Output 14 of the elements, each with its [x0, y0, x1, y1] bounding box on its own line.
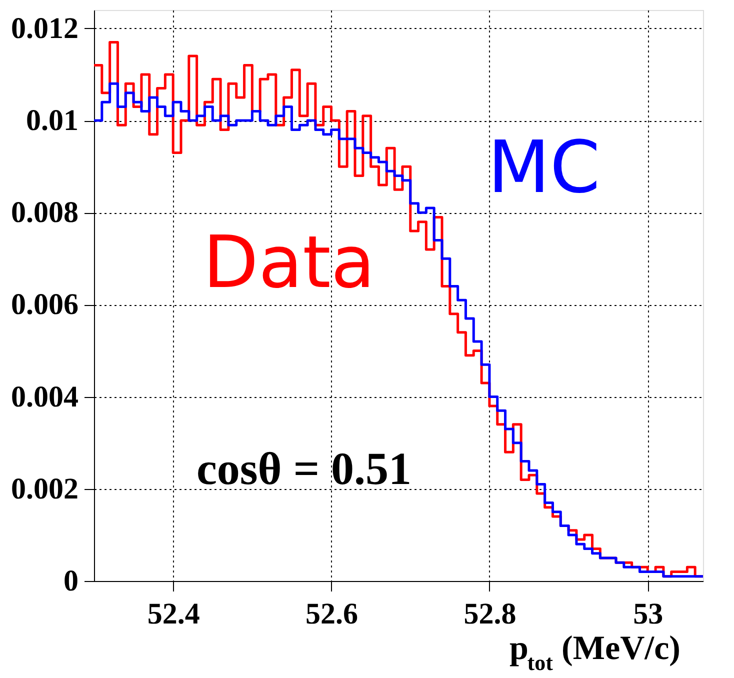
x-tick-label: 52.6 [306, 598, 358, 630]
y-tick-label: 0.006 [11, 288, 78, 322]
x-tick-label: 52.4 [147, 598, 200, 630]
series-label: Data [203, 220, 375, 304]
y-tick-label: 0.008 [11, 196, 78, 230]
x-tick-label: 52.8 [464, 598, 516, 630]
series-label: MC [488, 125, 600, 209]
y-tick-label: 0.012 [11, 12, 78, 45]
y-tick-label: 0.004 [11, 380, 78, 414]
annotation: cosθ = 0.51 [196, 443, 412, 494]
x-tick-label: 53 [633, 598, 664, 630]
y-tick-label: 0.01 [26, 104, 78, 138]
y-tick-label: 0.002 [11, 472, 78, 506]
y-tick-label: 0 [64, 564, 78, 598]
